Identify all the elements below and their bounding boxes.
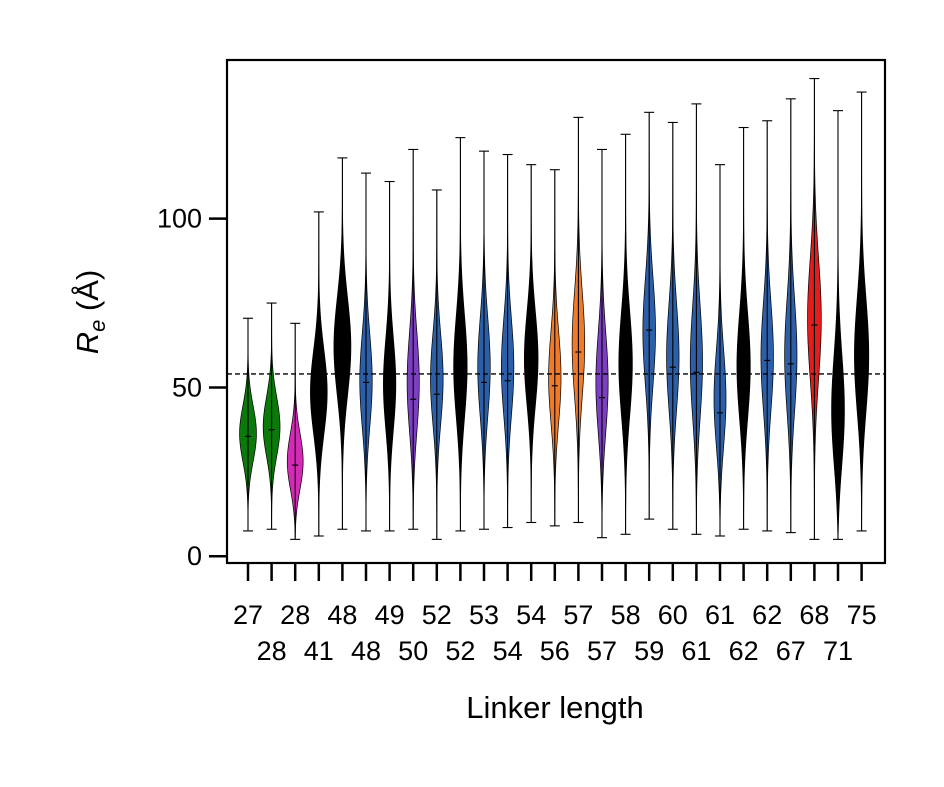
violin-14: [548, 169, 562, 527]
y-tick-label-50: 50: [172, 372, 202, 402]
x-tick-label-23: 62: [752, 600, 782, 630]
violin-18: [642, 111, 656, 520]
violin-8: [406, 148, 420, 530]
y-axis: 0 50 100: [157, 204, 227, 571]
x-tick-label-11: 53: [469, 600, 499, 630]
x-tick-label-8: 50: [398, 636, 428, 666]
x-tick-label-5: 48: [327, 600, 357, 630]
violin-3: [286, 322, 304, 540]
violin-2: [262, 302, 281, 530]
x-tick-label-7: 49: [375, 600, 405, 630]
violin-24: [784, 98, 798, 534]
violin-1: [239, 317, 257, 532]
violin-19: [666, 121, 680, 530]
x-tick-label-3: 28: [280, 600, 310, 630]
x-tick-label-14: 56: [540, 636, 570, 666]
x-tick-label-20: 61: [681, 636, 711, 666]
violin-15: [571, 116, 586, 524]
violin-13: [523, 164, 539, 524]
violin-5: [333, 157, 352, 530]
y-tick-label-100: 100: [157, 204, 202, 234]
x-tick-label-26: 71: [823, 636, 853, 666]
x-tick-label-22: 62: [729, 636, 759, 666]
y-axis-label-symbol: R: [70, 332, 105, 354]
violin-12: [500, 153, 515, 529]
x-tick-label-25: 68: [799, 600, 829, 630]
x-axis: 27 28 28 41 48 48 49 50 52 52 53 54 54 56 57 57 58 59 60 61…: [233, 563, 877, 666]
violin-27: [854, 91, 870, 532]
violin-23: [760, 120, 774, 532]
x-tick-label-19: 60: [658, 600, 688, 630]
y-tick-label-0: 0: [187, 541, 202, 571]
x-tick-label-18: 59: [634, 636, 664, 666]
violin-6: [359, 172, 373, 532]
x-tick-label-24: 67: [776, 636, 806, 666]
y-axis-label-unit: (Å): [70, 270, 105, 320]
y-axis-label: Re (Å): [70, 270, 110, 355]
violin-16: [595, 148, 609, 539]
violin-7: [383, 180, 397, 532]
x-tick-label-16: 57: [587, 636, 617, 666]
violin-26: [831, 110, 845, 540]
violin-25: [807, 78, 822, 540]
violin-9: [430, 189, 444, 540]
x-tick-label-1: 27: [233, 600, 263, 630]
violins: [239, 78, 870, 540]
x-tick-label-13: 54: [516, 600, 546, 630]
x-axis-label: Linker length: [466, 690, 644, 725]
x-tick-label-6: 48: [351, 636, 381, 666]
x-tick-label-2: 28: [257, 636, 287, 666]
x-tick-label-17: 58: [611, 600, 641, 630]
x-tick-label-21: 61: [705, 600, 735, 630]
violin-22: [736, 126, 751, 530]
y-axis-label-subscript: e: [85, 320, 110, 332]
violin-21: [713, 164, 727, 537]
violin-11: [477, 150, 491, 530]
x-tick-label-10: 52: [445, 636, 475, 666]
violin-20: [689, 103, 703, 535]
x-tick-label-12: 54: [493, 636, 523, 666]
violin-10: [453, 137, 468, 532]
x-tick-label-27: 75: [847, 600, 877, 630]
x-tick-label-15: 57: [563, 600, 593, 630]
x-tick-label-4: 41: [304, 636, 334, 666]
x-tick-label-9: 52: [422, 600, 452, 630]
violin-17: [618, 133, 633, 535]
